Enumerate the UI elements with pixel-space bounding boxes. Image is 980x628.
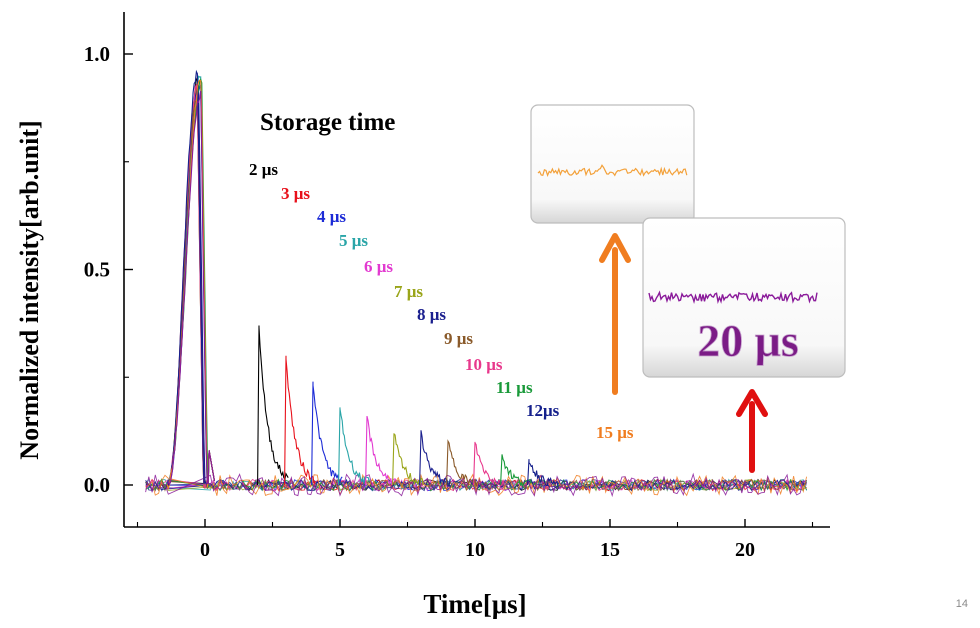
x-tick-label-5: 5: [335, 539, 345, 561]
retrieved-pulse-5: [392, 433, 424, 486]
page-number: 14: [955, 598, 968, 610]
y-tick-label-1: 0.5: [84, 258, 110, 282]
inset-20us-caption: 20 μs: [697, 315, 798, 366]
series-label-0: 2 μs: [249, 160, 278, 179]
series-label-1: 3 μs: [281, 184, 310, 203]
retrieved-pulse-10: [527, 459, 559, 488]
x-tick-label-0: 0: [200, 539, 210, 561]
arrow-to-15us-inset-head: [599, 233, 631, 263]
series-label-6: 8 μs: [417, 305, 446, 324]
retrieved-pulse-7: [446, 439, 478, 487]
retrieved-pulse-0: [257, 325, 289, 486]
x-ticks: 0 5 10 15 20: [136, 519, 814, 561]
retrieved-pulse-2: [311, 381, 343, 486]
retrieved-pulse-3: [338, 407, 370, 486]
inset-20us-trace: [648, 290, 818, 304]
y-axis-label: Normalized intensity[arb.unit]: [15, 120, 44, 459]
series-label-11: 15 μs: [596, 423, 634, 442]
baseline-9: [145, 477, 808, 492]
initial-pulse-12: [166, 90, 215, 486]
x-tick-label-15: 15: [600, 539, 620, 561]
baseline-12: [145, 472, 807, 498]
series-label-10: 12μs: [526, 401, 560, 420]
retrieved-pulse-1: [284, 355, 316, 486]
inset-15us: [530, 104, 695, 224]
x-tick-label-10: 10: [465, 539, 485, 561]
x-tick-label-20: 20: [735, 539, 755, 561]
x-axis-label: Time[μs]: [423, 589, 526, 619]
annotation-arrows: [599, 233, 768, 473]
inset-20us-frame: [642, 217, 846, 378]
series-label-8: 10 μs: [465, 355, 503, 374]
inset-20us: 20 μs: [642, 217, 846, 378]
y-tick-label-0: 0.0: [84, 473, 110, 497]
legend-heading: Storage time: [260, 109, 395, 136]
y-tick-label-2: 1.0: [84, 42, 110, 66]
arrow-to-20us-inset-head: [736, 389, 768, 417]
initial-pulses: [166, 69, 215, 490]
series-label-3: 5 μs: [339, 231, 368, 250]
retrieved-pulse-6: [419, 430, 451, 488]
retrieved-pulse-4: [365, 415, 397, 486]
series-label-7: 9 μs: [444, 329, 473, 348]
y-ticks: 0.0 0.5 1.0: [84, 42, 133, 497]
series-labels: 2 μs3 μs 4 μs 5 μs 6 μs7 μs 8 μs 9 μs 10 μs 11 …: [249, 160, 634, 442]
series-label-2: 4 μs: [317, 207, 346, 226]
series-label-9: 11 μs: [496, 378, 533, 397]
series-label-5: 7 μs: [394, 282, 423, 301]
retrieved-pulses: [257, 325, 559, 488]
initial-pulse-10: [166, 69, 215, 489]
inset-15us-frame: [530, 104, 695, 224]
retrieved-pulse-9: [500, 454, 532, 488]
baseline-noise: [145, 472, 808, 498]
retrieved-pulse-8: [473, 441, 505, 487]
inset-15us-trace: [537, 164, 688, 178]
series-label-4: 6 μs: [364, 257, 393, 276]
